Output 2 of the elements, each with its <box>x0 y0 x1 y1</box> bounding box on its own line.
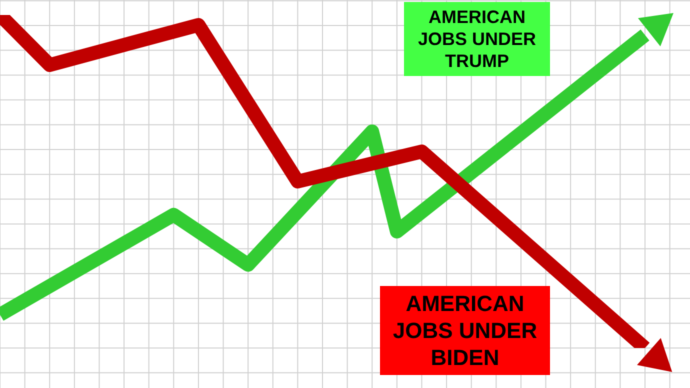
text: AMERICAN JOBS UNDER TRUMP <box>404 2 550 76</box>
series-label: AMERICAN JOBS UNDER BIDEN <box>380 286 550 375</box>
